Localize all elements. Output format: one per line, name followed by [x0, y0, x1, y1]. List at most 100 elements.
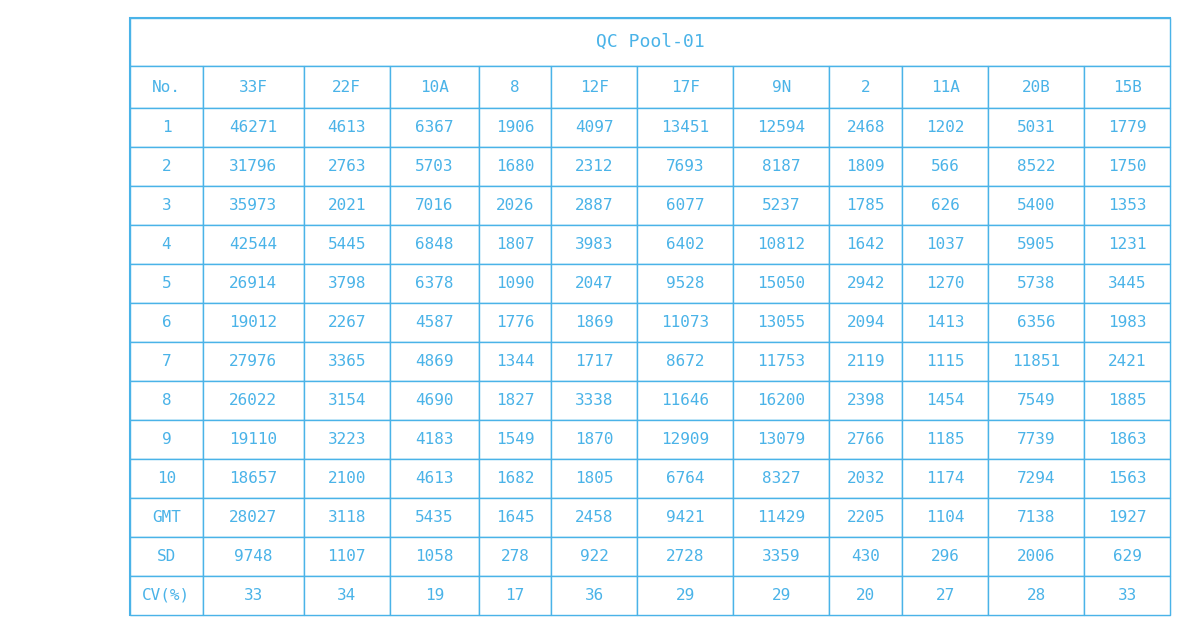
Bar [304, 576, 389, 615]
Bar [202, 537, 304, 576]
Text: 1: 1 [162, 120, 171, 135]
Text: 2728: 2728 [666, 549, 704, 564]
Text: 2942: 2942 [847, 276, 885, 291]
Bar [551, 303, 637, 342]
Text: 1185: 1185 [926, 432, 964, 447]
Bar [637, 186, 733, 225]
Text: 3154: 3154 [327, 393, 367, 408]
Bar [131, 66, 202, 108]
Bar [389, 186, 479, 225]
Bar [902, 66, 988, 108]
Bar [479, 576, 551, 615]
Bar [733, 225, 829, 264]
Text: 34: 34 [337, 588, 357, 603]
Bar [551, 576, 637, 615]
Text: 5738: 5738 [1017, 276, 1055, 291]
Bar [733, 66, 829, 108]
Text: 3798: 3798 [327, 276, 367, 291]
Bar [902, 225, 988, 264]
Text: 19: 19 [424, 588, 443, 603]
Text: 5: 5 [162, 276, 171, 291]
Bar [131, 576, 202, 615]
Text: 17F: 17F [671, 80, 700, 94]
Bar [988, 498, 1084, 537]
Bar [1084, 303, 1170, 342]
Text: 1869: 1869 [575, 315, 613, 330]
Text: 1344: 1344 [496, 354, 534, 369]
Text: 1642: 1642 [847, 237, 885, 252]
Bar [389, 303, 479, 342]
Bar [829, 576, 902, 615]
Bar [733, 303, 829, 342]
Text: 2267: 2267 [327, 315, 367, 330]
Bar [479, 225, 551, 264]
Text: 31796: 31796 [229, 159, 278, 174]
Bar [479, 459, 551, 498]
Text: 6077: 6077 [666, 198, 704, 213]
Text: 5031: 5031 [1017, 120, 1055, 135]
Bar [389, 537, 479, 576]
Bar [988, 459, 1084, 498]
Bar [202, 303, 304, 342]
Text: 4183: 4183 [415, 432, 454, 447]
Text: 2094: 2094 [847, 315, 885, 330]
Text: 3: 3 [162, 198, 171, 213]
Bar [733, 186, 829, 225]
Text: 11073: 11073 [661, 315, 709, 330]
Bar [202, 186, 304, 225]
Bar [479, 264, 551, 303]
Bar [479, 342, 551, 381]
Text: 1104: 1104 [926, 510, 964, 525]
Bar [1084, 264, 1170, 303]
Text: 296: 296 [931, 549, 960, 564]
Text: 2458: 2458 [575, 510, 613, 525]
Bar [131, 225, 202, 264]
Text: 12909: 12909 [661, 432, 709, 447]
Text: 1090: 1090 [496, 276, 534, 291]
Bar [131, 18, 1170, 66]
Text: QC Pool-01: QC Pool-01 [595, 33, 704, 51]
Text: 1682: 1682 [496, 471, 534, 486]
Bar [902, 108, 988, 147]
Text: 2: 2 [861, 80, 871, 94]
Text: 8327: 8327 [762, 471, 800, 486]
Bar [829, 342, 902, 381]
Bar [988, 186, 1084, 225]
Text: 3118: 3118 [327, 510, 367, 525]
Text: 16200: 16200 [757, 393, 805, 408]
Bar [988, 264, 1084, 303]
Bar [988, 537, 1084, 576]
Bar [202, 459, 304, 498]
Bar [1084, 498, 1170, 537]
Text: 2100: 2100 [327, 471, 367, 486]
Bar [131, 147, 202, 186]
Text: 1058: 1058 [415, 549, 454, 564]
Text: 2887: 2887 [575, 198, 613, 213]
Text: 18657: 18657 [229, 471, 278, 486]
Bar [902, 381, 988, 420]
Bar [389, 498, 479, 537]
Bar [131, 498, 202, 537]
Bar [551, 342, 637, 381]
Bar [637, 381, 733, 420]
Bar [202, 66, 304, 108]
Bar [202, 342, 304, 381]
Bar [551, 225, 637, 264]
Text: 29: 29 [676, 588, 695, 603]
Text: 1202: 1202 [926, 120, 964, 135]
Text: 4: 4 [162, 237, 171, 252]
Bar [1084, 147, 1170, 186]
Bar [202, 147, 304, 186]
Bar [988, 576, 1084, 615]
Text: 7016: 7016 [415, 198, 454, 213]
Text: 566: 566 [931, 159, 960, 174]
Bar [131, 303, 202, 342]
Bar [637, 303, 733, 342]
Text: 26914: 26914 [229, 276, 278, 291]
Text: 3223: 3223 [327, 432, 367, 447]
Text: 3338: 3338 [575, 393, 613, 408]
Text: 8187: 8187 [762, 159, 800, 174]
Text: 6: 6 [162, 315, 171, 330]
Text: 6367: 6367 [415, 120, 454, 135]
Text: 5703: 5703 [415, 159, 454, 174]
